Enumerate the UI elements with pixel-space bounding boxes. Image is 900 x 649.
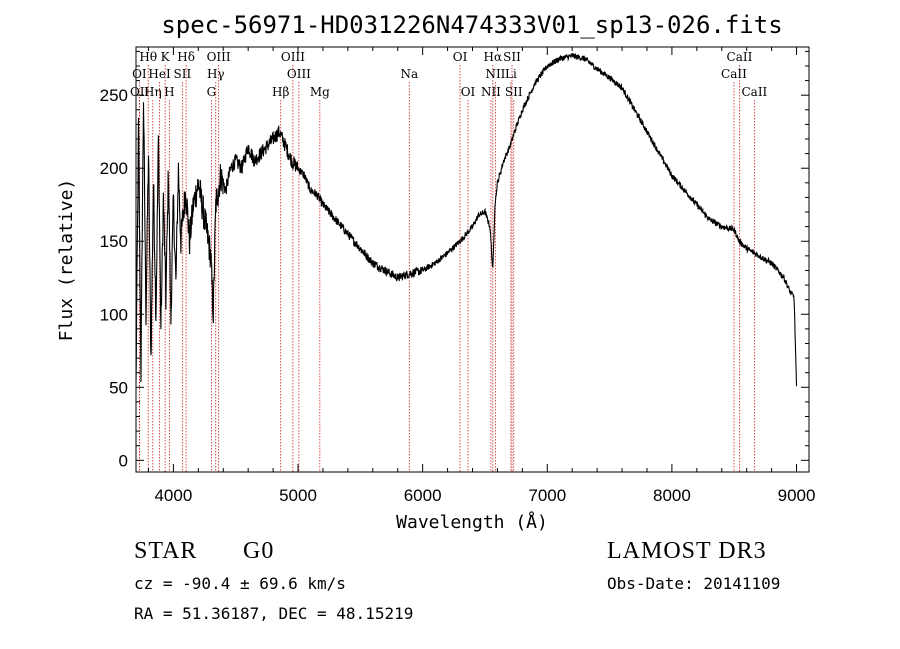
obs-date: Obs-Date: 20141109 <box>607 574 781 593</box>
line-label: Hη <box>144 85 162 99</box>
line-label: OI <box>132 67 147 81</box>
coordinates: RA = 51.36187, DEC = 48.15219 <box>134 604 414 623</box>
x-tick-label: 9000 <box>778 486 816 505</box>
x-tick-label: 8000 <box>653 486 691 505</box>
line-label: OI <box>453 50 468 64</box>
line-label: OIII <box>281 50 305 64</box>
line-label: OII <box>130 85 150 99</box>
line-label: Hα <box>484 50 503 64</box>
line-label: Hβ <box>272 85 289 99</box>
line-label: SII <box>505 85 523 99</box>
y-tick-label: 0 <box>119 451 128 470</box>
line-label: OIII <box>207 50 231 64</box>
chart-title: spec-56971-HD031226N474333V01_sp13-026.f… <box>161 11 782 39</box>
object-subclass: G0 <box>243 538 275 564</box>
line-label: CaII <box>727 50 753 64</box>
x-tick-label: 5000 <box>279 486 317 505</box>
survey-name: LAMOST DR3 <box>607 538 767 564</box>
object-class: STAR <box>134 538 198 564</box>
line-label: OIII <box>287 67 311 81</box>
line-label: NII <box>481 85 501 99</box>
x-axis-label: Wavelength (Å) <box>396 511 548 533</box>
line-label: G <box>207 85 217 99</box>
y-tick-label: 50 <box>109 378 128 397</box>
line-label: NII <box>485 67 505 81</box>
y-tick-label: 250 <box>100 86 128 105</box>
y-tick-label: 100 <box>100 305 128 324</box>
y-axis-label: Flux (relative) <box>56 179 77 342</box>
line-label: HeI <box>148 67 171 81</box>
line-label: OI <box>461 85 476 99</box>
line-label: CaII <box>741 85 767 99</box>
line-label: Hθ <box>139 50 157 64</box>
line-label: Li <box>505 67 517 81</box>
line-label: SII <box>503 50 521 64</box>
line-label: SII <box>174 67 192 81</box>
redshift-text: cz = -90.4 ± 69.6 km/s <box>134 574 346 593</box>
x-axis-ticks: 4000 5000 6000 7000 8000 9000 <box>147 47 816 505</box>
x-tick-label: 7000 <box>528 486 566 505</box>
x-tick-label: 4000 <box>154 486 192 505</box>
line-label: Hδ <box>177 50 195 64</box>
line-label: K <box>161 50 171 64</box>
line-label: Na <box>400 67 418 81</box>
line-label: Mg <box>310 85 330 99</box>
line-label: Hγ <box>207 67 225 81</box>
y-tick-label: 200 <box>100 159 128 178</box>
plot-frame <box>135 46 810 473</box>
line-label: H <box>164 85 174 99</box>
line-label: CaII <box>721 67 747 81</box>
spectrum-line <box>135 52 798 387</box>
y-tick-label: 150 <box>100 232 128 251</box>
y-axis-ticks: 0 50 100 150 200 250 <box>100 50 809 470</box>
x-tick-label: 6000 <box>404 486 442 505</box>
